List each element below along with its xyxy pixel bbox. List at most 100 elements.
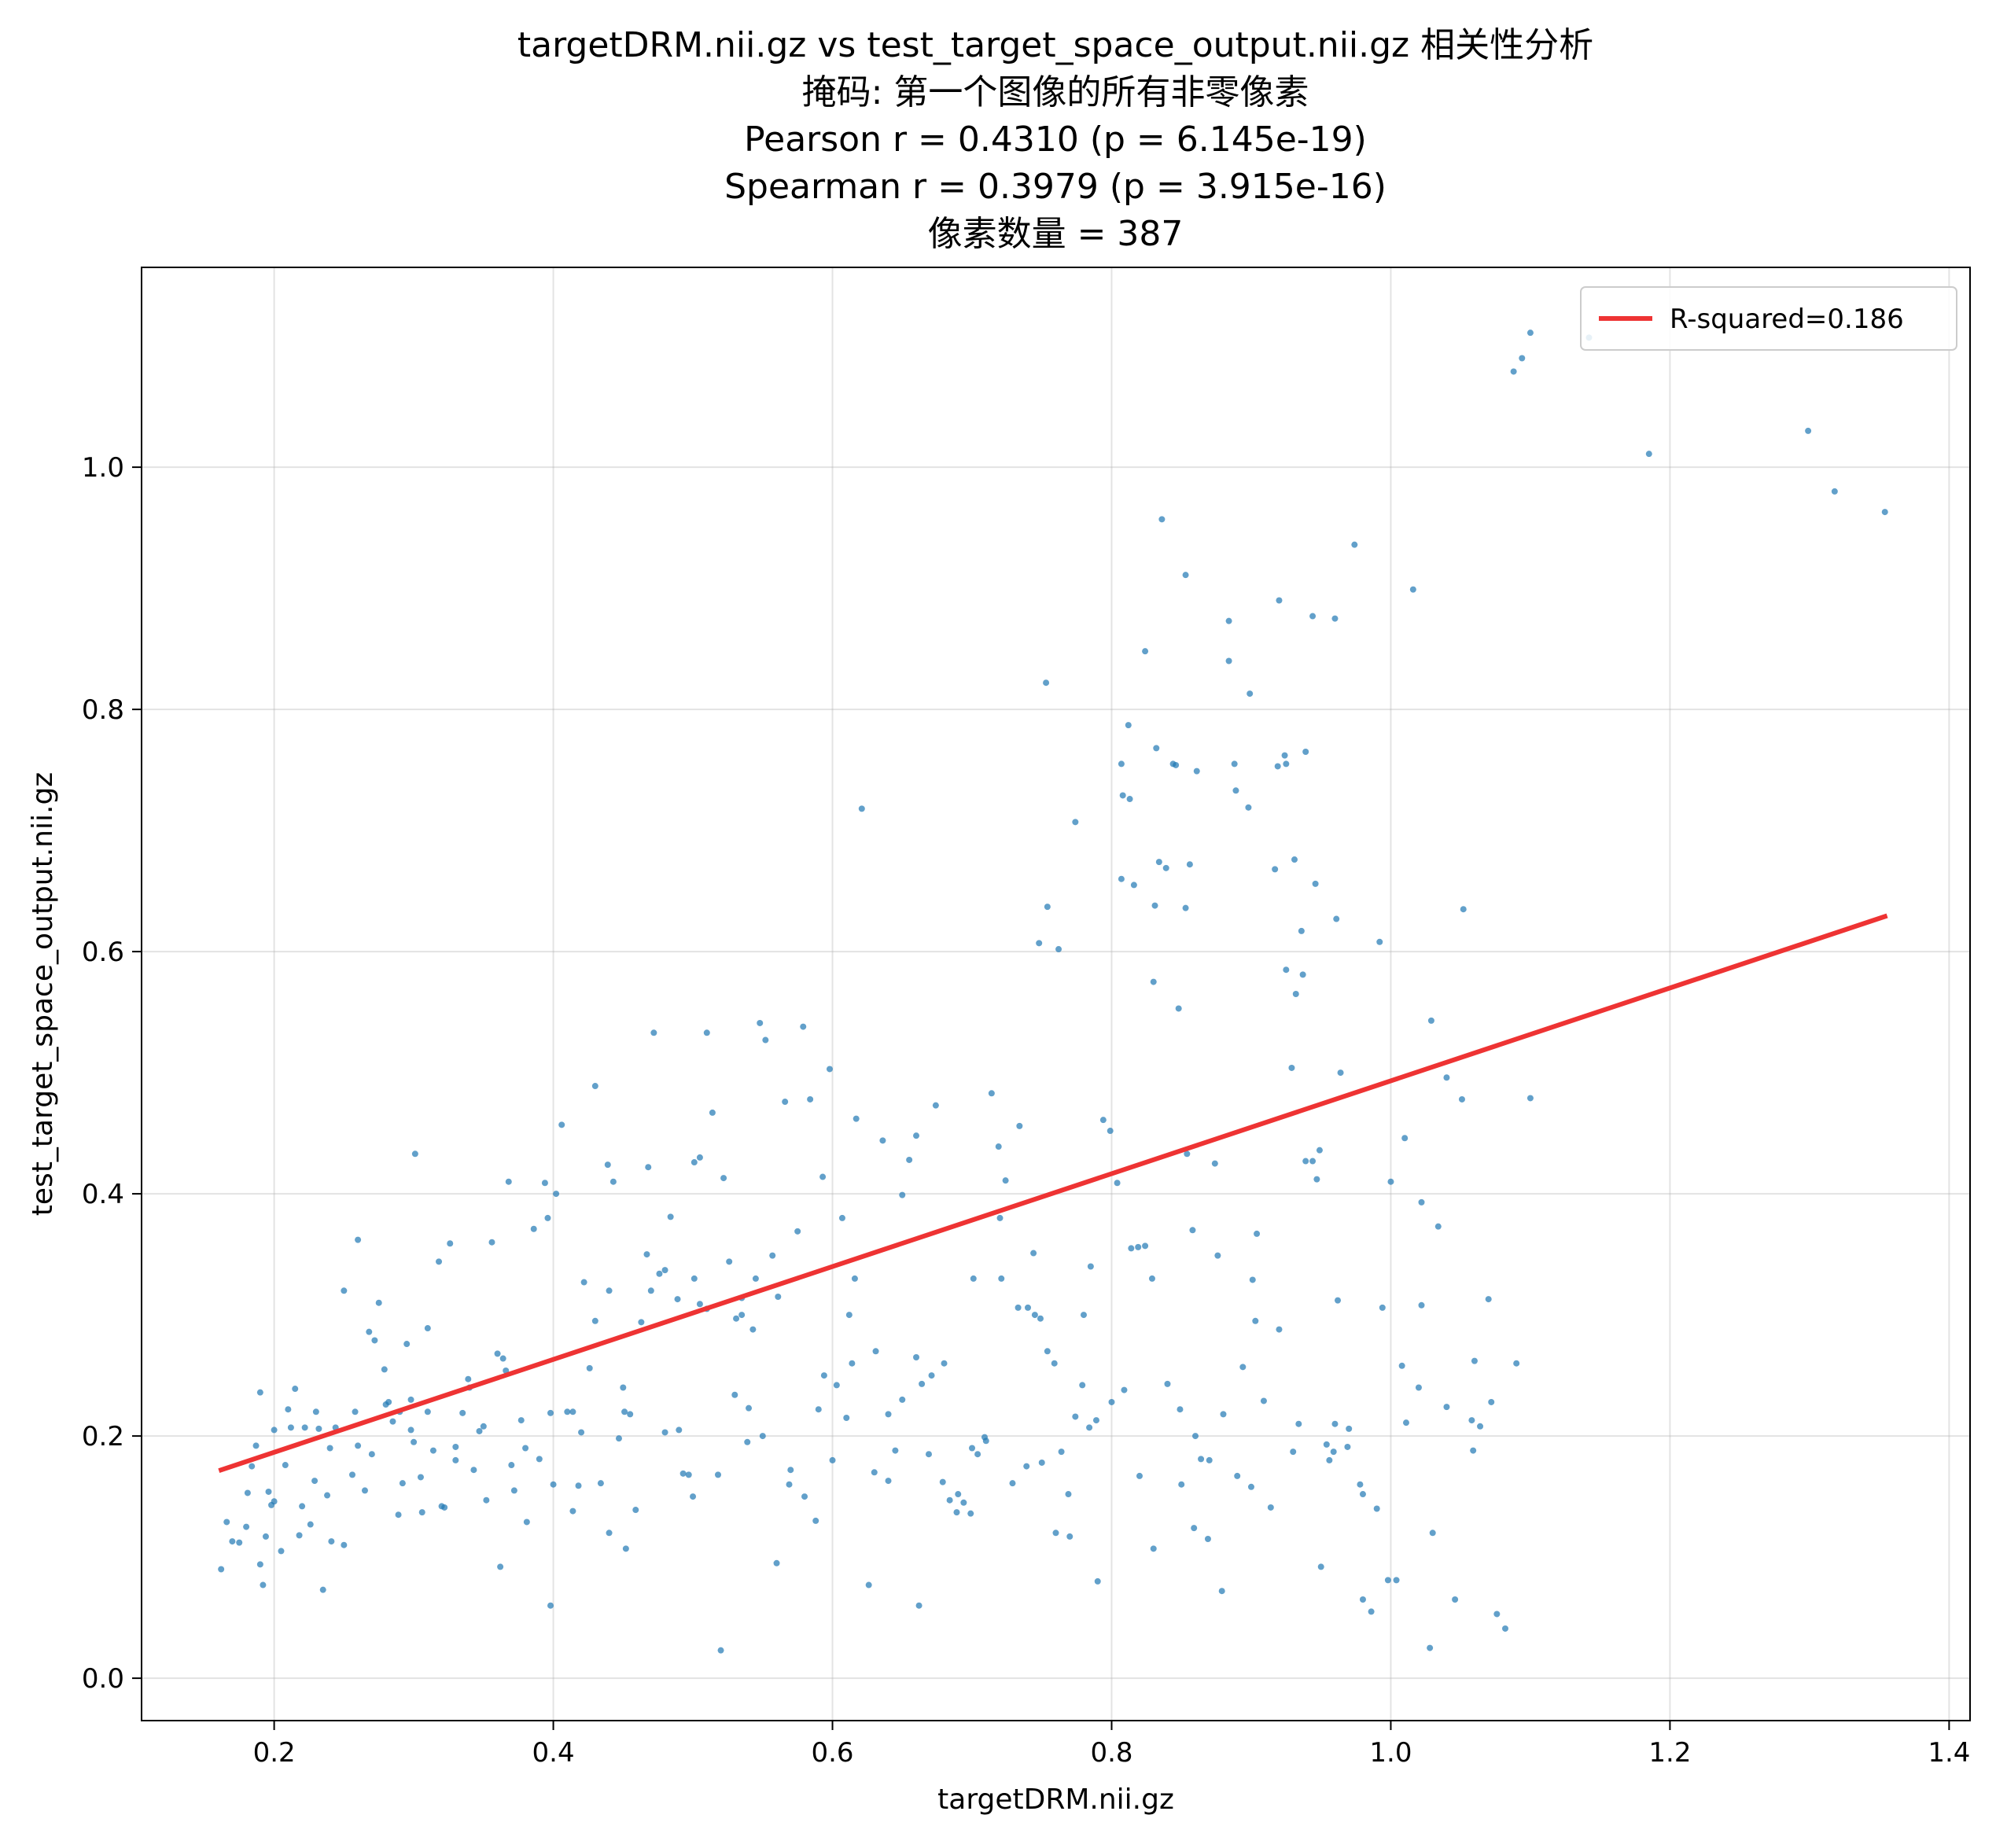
data-point <box>946 1496 953 1504</box>
data-point <box>311 1478 319 1485</box>
data-point <box>348 1471 355 1478</box>
data-point <box>851 1275 858 1282</box>
data-point <box>523 1519 530 1526</box>
data-point <box>1080 1312 1087 1319</box>
data-point <box>1218 1588 1225 1595</box>
data-point <box>638 1319 645 1326</box>
y-tick-label: 0.2 <box>82 1421 124 1452</box>
data-point <box>371 1337 378 1344</box>
data-point <box>569 1507 576 1515</box>
data-point <box>530 1225 537 1232</box>
legend: R-squared=0.186 <box>1580 286 1957 351</box>
data-point <box>820 1372 827 1379</box>
data-point <box>696 1301 703 1308</box>
data-point <box>1398 1362 1405 1369</box>
data-point <box>586 1364 593 1371</box>
data-point <box>381 1366 388 1373</box>
data-point <box>1025 1304 1032 1311</box>
data-point <box>1094 1577 1101 1585</box>
data-point <box>324 1492 331 1499</box>
data-point <box>1155 859 1162 866</box>
data-point <box>1231 760 1238 768</box>
data-point <box>858 805 865 812</box>
data-point <box>411 1438 418 1445</box>
data-point <box>249 1463 256 1470</box>
data-point <box>996 1214 1004 1221</box>
data-point <box>544 1214 551 1221</box>
data-point <box>1247 1483 1254 1490</box>
data-point <box>326 1445 333 1452</box>
title-line-4: Spearman r = 0.3979 (p = 3.915e-16) <box>724 167 1387 207</box>
data-point <box>411 1150 418 1158</box>
data-point <box>932 1102 939 1109</box>
data-point <box>647 1287 654 1294</box>
data-point <box>483 1496 490 1504</box>
data-point <box>1211 1160 1218 1167</box>
data-point <box>762 1036 769 1044</box>
data-point <box>368 1451 375 1458</box>
data-point <box>438 1503 445 1510</box>
data-point <box>622 1545 629 1552</box>
data-point <box>853 1115 860 1122</box>
data-point <box>1276 597 1283 604</box>
data-point <box>1178 1481 1185 1488</box>
data-point <box>355 1236 362 1243</box>
data-point <box>1153 745 1160 752</box>
data-point <box>1126 796 1133 803</box>
data-point <box>759 1433 766 1440</box>
data-point <box>429 1447 436 1454</box>
data-point <box>1072 1413 1079 1420</box>
data-point <box>645 1164 652 1171</box>
data-point <box>1323 1441 1330 1448</box>
data-point <box>1158 516 1166 523</box>
data-point <box>1135 1243 1142 1250</box>
data-point <box>550 1481 557 1488</box>
data-point <box>1344 1443 1351 1450</box>
data-point <box>328 1538 335 1545</box>
data-point <box>307 1521 314 1528</box>
data-point <box>1477 1423 1484 1430</box>
data-point <box>865 1581 872 1588</box>
data-point <box>815 1406 822 1413</box>
data-point <box>1401 1135 1409 1142</box>
data-point <box>925 1451 932 1458</box>
data-point <box>1468 1417 1475 1424</box>
data-point <box>1526 1095 1534 1102</box>
data-point <box>769 1252 776 1259</box>
data-point <box>1055 946 1062 953</box>
data-point <box>278 1548 285 1555</box>
data-point <box>661 1267 668 1274</box>
data-point <box>591 1317 598 1324</box>
data-point <box>995 1143 1002 1150</box>
data-point <box>1037 1315 1044 1322</box>
data-point <box>1220 1411 1227 1418</box>
data-point <box>1234 1472 1241 1479</box>
data-point <box>315 1425 322 1432</box>
data-point <box>1184 1150 1191 1158</box>
data-point <box>1316 1147 1323 1154</box>
y-tick-label: 0.0 <box>82 1663 124 1695</box>
data-point <box>505 1178 512 1185</box>
plot-area-frame <box>141 267 1971 1721</box>
data-point <box>292 1386 299 1393</box>
data-point <box>597 1480 604 1487</box>
data-point <box>615 1435 622 1442</box>
data-point <box>389 1418 396 1425</box>
data-point <box>960 1499 967 1506</box>
data-point <box>1204 1536 1211 1542</box>
data-point <box>1148 1275 1155 1282</box>
data-point <box>782 1099 789 1106</box>
data-point <box>1805 427 1812 434</box>
data-point <box>1072 819 1079 826</box>
data-point <box>1030 1250 1037 1257</box>
data-point <box>1249 1276 1256 1283</box>
data-point <box>812 1517 819 1524</box>
data-point <box>1245 804 1252 811</box>
data-point <box>503 1367 510 1374</box>
data-point <box>919 1380 926 1387</box>
fit-line-group <box>218 913 1888 1474</box>
data-point <box>746 1404 753 1412</box>
x-axis-label: targetDRM.nii.gz <box>937 1784 1174 1816</box>
data-point <box>1331 615 1339 622</box>
